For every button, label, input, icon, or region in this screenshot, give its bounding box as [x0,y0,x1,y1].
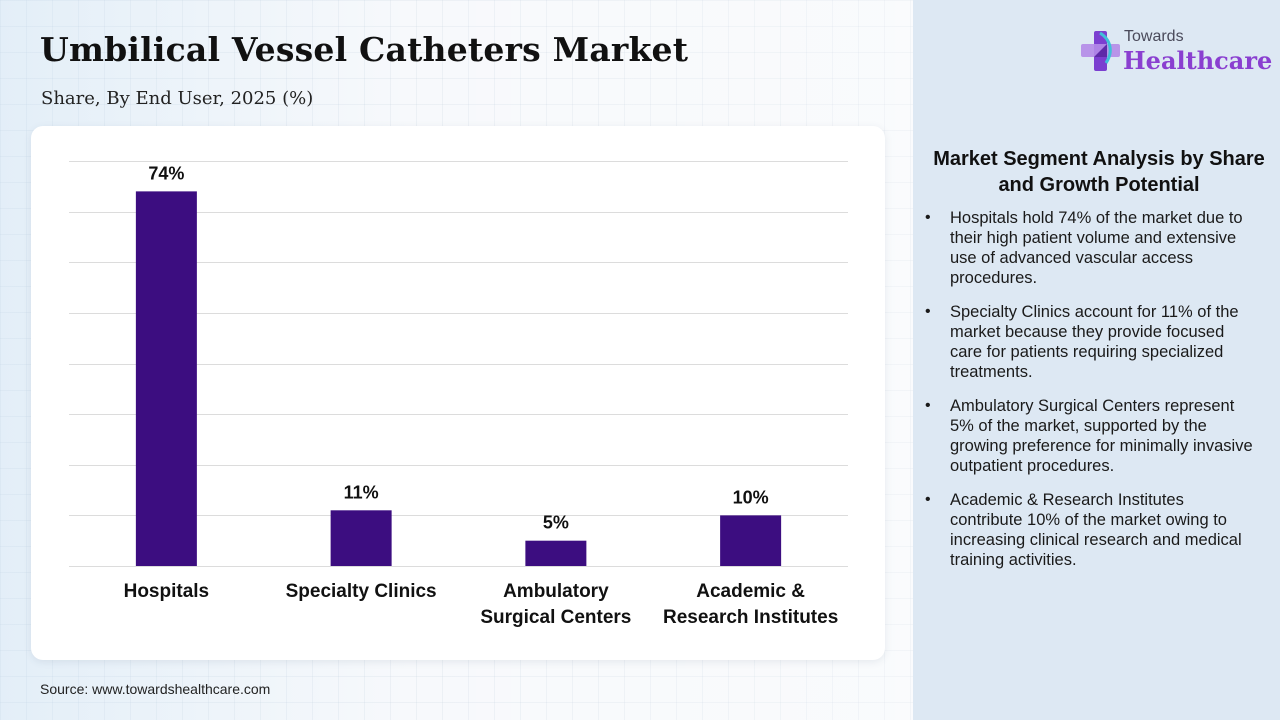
bar-hospitals [135,191,197,566]
analysis-bullet: Specialty Clinics account for 11% of the… [925,302,1255,382]
bar-chart: 74% 11% 5% 10% [69,161,848,567]
category-label: Specialty Clinics [261,579,461,605]
data-label: 10% [733,487,769,507]
analysis-bullets: Hospitals hold 74% of the market due to … [925,208,1255,584]
category-label-line: Surgical Centers [480,607,632,628]
chart-card: 74% 11% 5% 10% Hospitals Specialty Clinics Am… [31,126,885,660]
bar-academic-research-institutes [720,515,782,566]
source-note: Source: www.towardshealthcare.com [40,681,271,697]
category-label: Hospitals [66,579,266,605]
data-label: 74% [148,163,184,183]
plus-cross-icon [1081,31,1120,71]
data-label: 11% [344,482,379,502]
logo-text-towards: Towards [1124,28,1184,45]
category-label-line: Academic & [696,581,806,602]
bar-specialty-clinics [330,510,392,566]
page-subtitle: Share, By End User, 2025 (%) [41,88,314,109]
page-title: Umbilical Vessel Catheters Market [40,30,689,69]
bar-ambulatory-surgical-centers [525,540,587,566]
analysis-title: Market Segment Analysis by Share and Gro… [933,148,1265,196]
category-label-line: Ambulatory [503,581,609,602]
brand-logo[interactable]: Towards Healthcare [1080,26,1272,82]
category-label: Academic & Research Institutes [651,579,851,631]
category-label: Ambulatory Surgical Centers [456,579,656,631]
analysis-bullet: Ambulatory Surgical Centers represent 5%… [925,396,1255,476]
data-label: 5% [543,513,569,533]
category-label-line: Specialty Clinics [285,581,437,602]
analysis-bullet: Hospitals hold 74% of the market due to … [925,208,1255,288]
logo-text-healthcare: Healthcare [1123,46,1273,75]
category-label-line: Research Institutes [662,607,839,628]
analysis-bullet: Academic & Research Institutes contribut… [925,490,1255,570]
category-label-line: Hospitals [123,581,210,602]
